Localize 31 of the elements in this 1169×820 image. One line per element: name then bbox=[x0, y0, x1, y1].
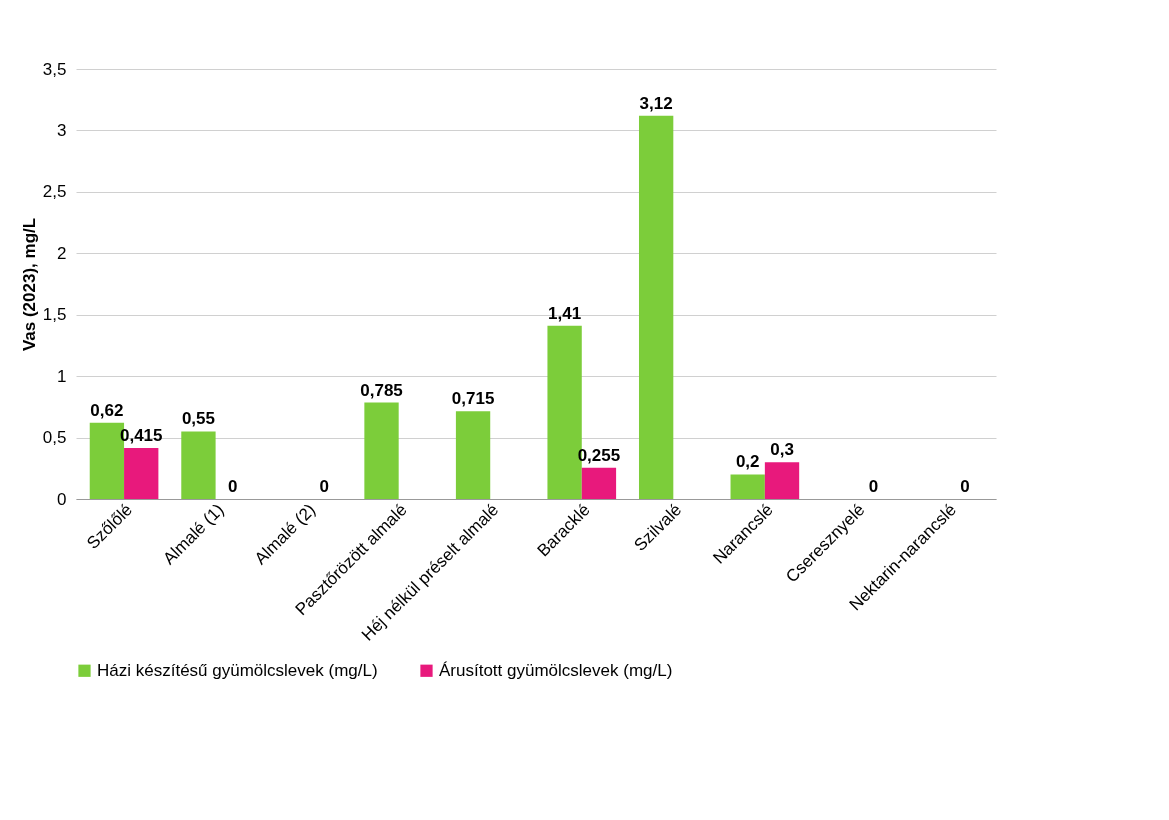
data-label: 0,62 bbox=[90, 400, 124, 420]
data-label: 0 bbox=[868, 477, 879, 496]
data-label: 0 bbox=[228, 477, 238, 496]
y-tick-label: 0,5 bbox=[42, 428, 67, 448]
y-tick-label: 1 bbox=[57, 366, 67, 386]
legend-label: Házi készítésű gyümölcslevek (mg/L) bbox=[97, 660, 378, 680]
y-tick-label: 0 bbox=[57, 489, 67, 509]
data-label: 0,3 bbox=[770, 440, 794, 460]
bar bbox=[455, 411, 491, 499]
y-tick-label: 2 bbox=[57, 243, 67, 263]
data-label: 0,785 bbox=[360, 380, 403, 400]
data-label: 3,12 bbox=[639, 93, 673, 113]
y-tick-label: 3,5 bbox=[42, 59, 67, 79]
y-axis-title: Vas (2023), mg/L bbox=[19, 217, 39, 352]
data-label: 0,715 bbox=[451, 389, 495, 409]
bar bbox=[124, 448, 159, 499]
data-label: 0 bbox=[960, 477, 970, 496]
y-tick-label: 2,5 bbox=[42, 182, 67, 202]
y-tick-label: 3 bbox=[57, 120, 67, 140]
data-label: 0 bbox=[319, 477, 330, 496]
data-label: 0,55 bbox=[181, 409, 215, 429]
data-label: 0,2 bbox=[735, 452, 760, 472]
bar bbox=[581, 467, 617, 499]
bar bbox=[638, 115, 674, 499]
legend-label: Árusított gyümölcslevek (mg/L) bbox=[439, 660, 673, 680]
bar bbox=[730, 474, 765, 499]
y-tick-label: 1,5 bbox=[42, 305, 67, 325]
data-label: 1,41 bbox=[548, 303, 582, 323]
bar bbox=[364, 402, 399, 499]
bar bbox=[181, 431, 216, 499]
bar bbox=[764, 462, 800, 499]
